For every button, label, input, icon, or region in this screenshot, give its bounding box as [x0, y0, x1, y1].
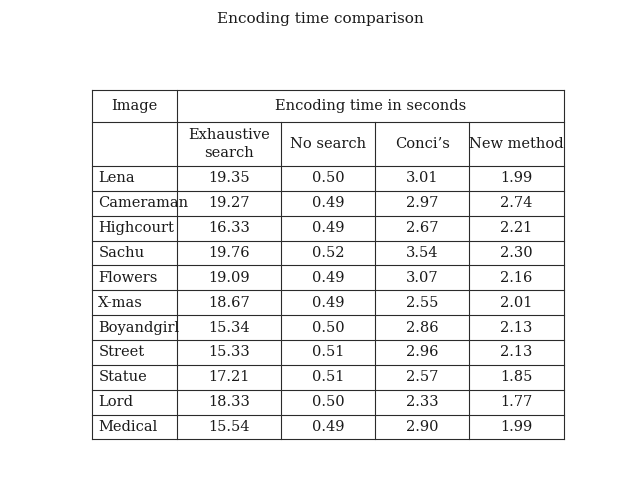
Text: Lord: Lord: [99, 395, 133, 409]
Text: Lena: Lena: [99, 171, 135, 185]
Text: 1.85: 1.85: [500, 370, 532, 384]
Text: 19.76: 19.76: [208, 246, 250, 260]
Text: 2.74: 2.74: [500, 196, 532, 210]
Text: Image: Image: [112, 99, 158, 113]
Text: 2.30: 2.30: [500, 246, 532, 260]
Text: 0.50: 0.50: [312, 171, 344, 185]
Text: 1.77: 1.77: [500, 395, 532, 409]
Text: 2.55: 2.55: [406, 296, 438, 310]
Text: 0.49: 0.49: [312, 196, 344, 210]
Text: Exhaustive
search: Exhaustive search: [188, 128, 270, 159]
Text: 0.49: 0.49: [312, 420, 344, 434]
Text: 1.99: 1.99: [500, 171, 532, 185]
Text: 0.52: 0.52: [312, 246, 344, 260]
Text: 2.16: 2.16: [500, 271, 532, 285]
Text: 19.27: 19.27: [208, 196, 250, 210]
Text: 18.67: 18.67: [208, 296, 250, 310]
Text: Encoding time in seconds: Encoding time in seconds: [275, 99, 466, 113]
Text: 2.21: 2.21: [500, 221, 532, 235]
Text: No search: No search: [290, 137, 366, 151]
Text: New method: New method: [469, 137, 564, 151]
Text: Cameraman: Cameraman: [99, 196, 188, 210]
Text: 2.67: 2.67: [406, 221, 438, 235]
Text: 2.13: 2.13: [500, 346, 532, 360]
Text: 19.09: 19.09: [208, 271, 250, 285]
Text: 2.96: 2.96: [406, 346, 438, 360]
Text: 2.33: 2.33: [406, 395, 438, 409]
Text: Medical: Medical: [99, 420, 157, 434]
Text: 0.50: 0.50: [312, 321, 344, 335]
Text: Boyandgirl: Boyandgirl: [99, 321, 179, 335]
Text: 17.21: 17.21: [209, 370, 250, 384]
Text: 15.33: 15.33: [208, 346, 250, 360]
Text: 3.01: 3.01: [406, 171, 438, 185]
Text: 0.51: 0.51: [312, 370, 344, 384]
Text: 0.50: 0.50: [312, 395, 344, 409]
Text: Encoding time comparison: Encoding time comparison: [216, 12, 424, 26]
Text: 1.99: 1.99: [500, 420, 532, 434]
Text: Statue: Statue: [99, 370, 147, 384]
Text: 2.86: 2.86: [406, 321, 438, 335]
Text: 15.54: 15.54: [208, 420, 250, 434]
Text: Conci’s: Conci’s: [395, 137, 450, 151]
Text: 0.49: 0.49: [312, 221, 344, 235]
Text: 0.49: 0.49: [312, 296, 344, 310]
Text: 2.01: 2.01: [500, 296, 532, 310]
Text: Street: Street: [99, 346, 145, 360]
Text: 2.13: 2.13: [500, 321, 532, 335]
Text: 2.90: 2.90: [406, 420, 438, 434]
Text: 2.97: 2.97: [406, 196, 438, 210]
Text: 18.33: 18.33: [208, 395, 250, 409]
Text: 15.34: 15.34: [208, 321, 250, 335]
Text: X-mas: X-mas: [99, 296, 143, 310]
Text: Sachu: Sachu: [99, 246, 145, 260]
Text: 0.49: 0.49: [312, 271, 344, 285]
Text: Flowers: Flowers: [99, 271, 157, 285]
Text: 16.33: 16.33: [208, 221, 250, 235]
Text: 19.35: 19.35: [208, 171, 250, 185]
Text: Highcourt: Highcourt: [99, 221, 174, 235]
Text: 3.07: 3.07: [406, 271, 438, 285]
Text: 2.57: 2.57: [406, 370, 438, 384]
Text: 3.54: 3.54: [406, 246, 438, 260]
Text: 0.51: 0.51: [312, 346, 344, 360]
